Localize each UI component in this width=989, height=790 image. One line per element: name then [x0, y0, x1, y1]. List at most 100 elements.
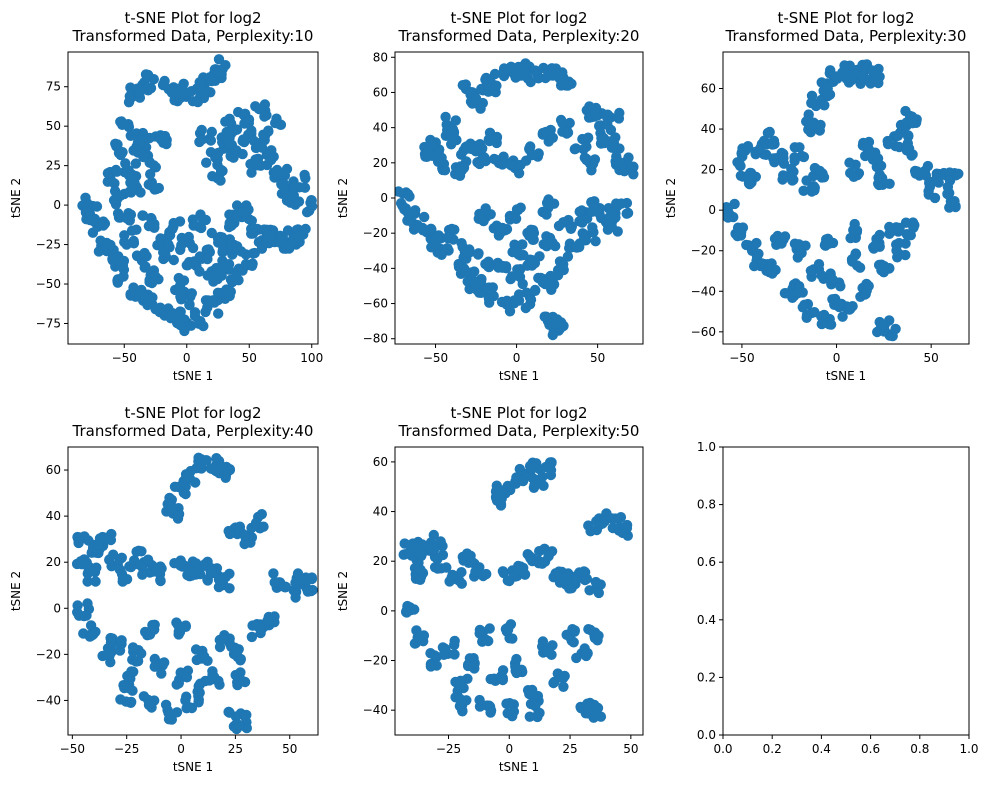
data-point — [525, 76, 536, 88]
data-point — [581, 141, 592, 152]
data-point — [772, 230, 783, 242]
scatter-points — [723, 59, 964, 342]
data-point — [113, 274, 124, 285]
data-point — [93, 539, 104, 550]
data-point — [491, 220, 502, 231]
y-tick-label: 50 — [46, 119, 61, 133]
data-point — [234, 206, 245, 218]
data-point — [201, 157, 212, 168]
data-point — [121, 574, 133, 585]
data-point — [128, 283, 140, 295]
data-point — [111, 166, 123, 177]
data-point — [585, 624, 596, 636]
data-point — [156, 668, 167, 679]
y-tick-label: 40 — [701, 122, 716, 136]
data-point — [470, 93, 482, 104]
data-point — [893, 237, 905, 249]
data-point — [151, 183, 162, 195]
y-axis-label: tSNE 2 — [664, 178, 678, 218]
subplot-3: −50 0 50 −60 −40 −20 0 20 40 60 tSNE 1 tSNE 2 t-SNE … — [664, 9, 970, 383]
x-tick-label: 50 — [282, 742, 297, 756]
data-point — [944, 175, 956, 186]
y-tick-label: −20 — [691, 244, 716, 258]
data-point — [589, 699, 600, 711]
data-point — [882, 135, 893, 147]
data-point — [460, 266, 472, 278]
data-point — [269, 617, 280, 628]
data-point — [562, 127, 574, 138]
data-point — [461, 548, 473, 559]
data-point — [558, 259, 569, 270]
data-point — [179, 325, 190, 337]
data-point — [910, 168, 921, 179]
data-point — [563, 568, 574, 579]
data-point — [255, 627, 266, 639]
data-point — [288, 233, 299, 244]
chart-title-line: t-SNE Plot for log2 — [124, 9, 261, 27]
data-point — [404, 547, 415, 559]
y-axis-label: tSNE 2 — [9, 571, 23, 611]
x-tick-label: 50 — [623, 742, 638, 756]
chart-title-line: Transformed Data, Perplexity:50 — [398, 422, 640, 440]
data-point — [180, 621, 191, 632]
data-point — [209, 671, 220, 683]
data-point — [470, 146, 482, 157]
x-axis-label: tSNE 1 — [826, 369, 866, 383]
data-point — [476, 154, 488, 165]
data-point — [778, 158, 790, 169]
data-point — [147, 621, 158, 633]
data-point — [813, 259, 825, 270]
data-point — [511, 653, 522, 665]
data-point — [102, 168, 114, 179]
data-point — [792, 288, 804, 299]
data-point — [301, 207, 313, 218]
data-point — [498, 151, 509, 162]
data-point — [218, 634, 230, 645]
data-point — [119, 682, 130, 694]
data-point — [193, 681, 204, 692]
data-point — [142, 554, 154, 565]
data-point — [517, 239, 528, 250]
data-point — [779, 231, 791, 242]
data-point — [522, 685, 534, 696]
data-point — [845, 232, 856, 244]
data-point — [749, 260, 760, 272]
data-point — [481, 634, 492, 646]
data-point — [458, 162, 470, 173]
y-tick-label: −20 — [36, 647, 61, 661]
data-point — [74, 532, 85, 543]
data-point — [130, 158, 142, 169]
data-point — [608, 137, 620, 149]
x-tick-label: 0.6 — [861, 742, 880, 756]
data-point — [908, 220, 920, 231]
data-point — [953, 168, 964, 179]
data-point — [457, 80, 468, 91]
data-point — [527, 234, 538, 245]
x-axis-label: tSNE 1 — [499, 369, 539, 383]
data-point — [602, 224, 614, 235]
y-tick-label: 60 — [701, 82, 716, 96]
data-point — [497, 262, 508, 273]
data-point — [176, 294, 187, 305]
data-point — [873, 77, 884, 89]
data-point — [839, 60, 850, 71]
data-point — [472, 249, 484, 260]
x-tick-label: −50 — [60, 742, 85, 756]
data-point — [514, 463, 525, 475]
data-point — [181, 691, 192, 702]
data-point — [300, 173, 311, 184]
data-point — [306, 572, 318, 583]
data-point — [121, 119, 132, 130]
data-point — [238, 134, 249, 145]
data-point — [837, 311, 848, 322]
data-point — [798, 185, 809, 196]
data-point — [505, 159, 516, 170]
data-point — [246, 260, 258, 271]
data-point — [187, 242, 199, 254]
data-point — [408, 224, 420, 235]
data-point — [615, 512, 627, 523]
data-point — [196, 463, 207, 474]
data-point — [104, 650, 115, 661]
data-point — [581, 153, 592, 165]
